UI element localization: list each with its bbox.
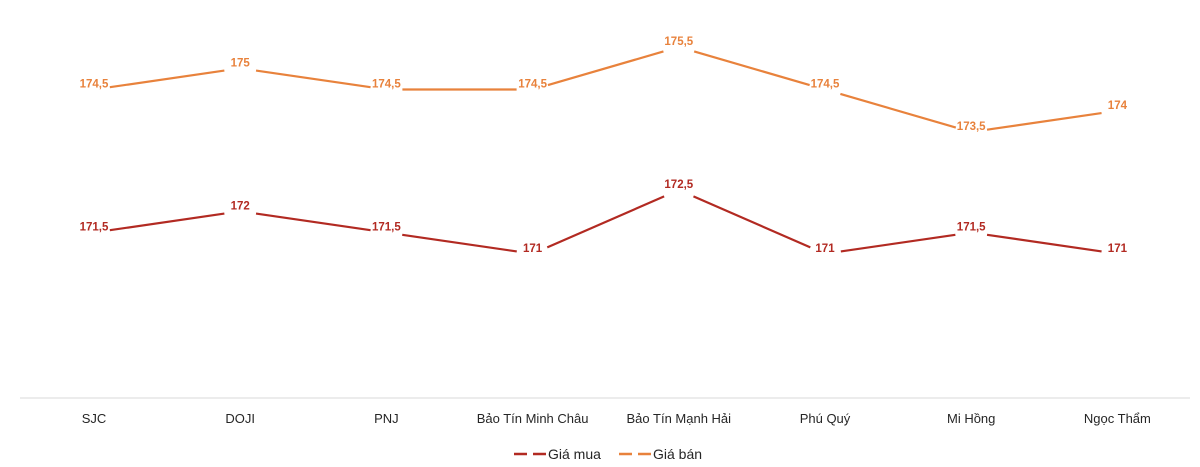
data-label: 174,5 — [80, 79, 109, 91]
data-label: 174 — [1108, 100, 1128, 112]
series-layer — [109, 50, 1102, 253]
category-label: PNJ — [374, 411, 399, 426]
series-line-segment — [547, 50, 664, 87]
category-label: Ngọc Thẩm — [1084, 411, 1151, 426]
data-label: 171 — [523, 243, 543, 255]
series-line-segment — [693, 195, 811, 249]
series-line-segment — [402, 233, 517, 253]
legend: Giá mua Giá bán — [514, 446, 702, 462]
legend-label-gia-ban: Giá bán — [653, 446, 702, 462]
category-label: Mi Hồng — [947, 411, 995, 426]
data-label: 175 — [231, 57, 251, 69]
data-label: 175,5 — [664, 36, 693, 48]
series-line-segment — [255, 212, 371, 232]
series-line-segment — [546, 195, 665, 249]
series-line-segment — [840, 233, 956, 253]
data-label: 171 — [1108, 243, 1128, 255]
legend-item-gia-mua[interactable]: Giá mua — [514, 446, 601, 462]
data-label: 171,5 — [80, 222, 109, 234]
legend-label-gia-mua: Giá mua — [548, 446, 601, 462]
series-line-segment — [693, 50, 810, 87]
category-axis-labels: SJC DOJI PNJ Bảo Tín Minh Châu Bảo Tín Mạnh … — [82, 411, 1151, 426]
category-label: DOJI — [225, 411, 255, 426]
data-labels-layer: 171,5 172 171,5 171 172,5 171 171,5 171 174,5 175… — [80, 36, 1128, 255]
legend-item-gia-ban[interactable]: Giá bán — [619, 446, 702, 462]
series-line-segment — [986, 111, 1102, 131]
data-label: 174,5 — [372, 79, 401, 91]
data-label: 174,5 — [518, 79, 547, 91]
data-label: 172,5 — [664, 179, 693, 191]
data-label: 171,5 — [957, 222, 986, 234]
series-line-segment — [109, 69, 225, 89]
data-label: 174,5 — [811, 79, 840, 91]
data-label: 171 — [815, 243, 835, 255]
series-line-segment — [840, 92, 957, 129]
data-label: 173,5 — [957, 121, 986, 133]
series-line-segment — [986, 233, 1102, 253]
data-label: 172 — [231, 200, 250, 212]
category-label: Phú Quý — [800, 411, 851, 426]
data-label: 171,5 — [372, 222, 401, 234]
series-line-segment — [255, 69, 371, 89]
series-line-segment — [109, 212, 225, 232]
category-label: Bảo Tín Mạnh Hải — [627, 411, 732, 426]
category-label: Bảo Tín Minh Châu — [477, 411, 589, 426]
category-label: SJC — [82, 411, 107, 426]
